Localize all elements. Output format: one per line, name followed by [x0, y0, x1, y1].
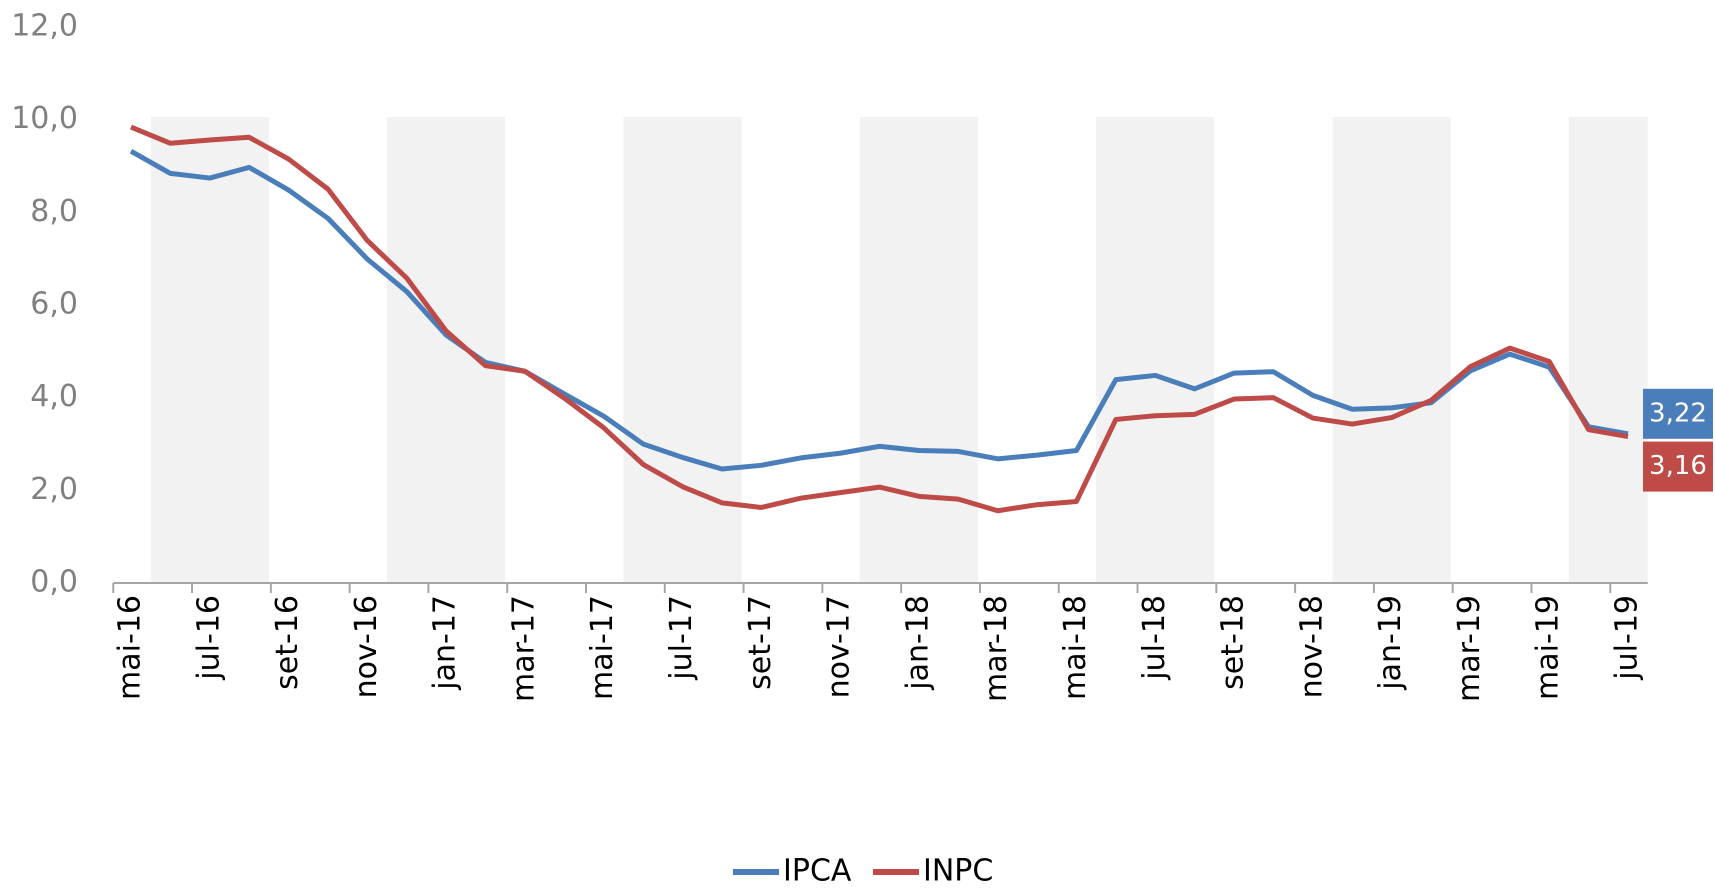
x-tick-label: mar-19 — [1452, 595, 1487, 702]
x-tick-label: nov-18 — [1294, 595, 1329, 698]
shade-band — [623, 117, 742, 583]
shade-band — [859, 117, 978, 583]
y-tick-label: 8,0 — [30, 194, 78, 229]
legend-label: INPC — [923, 854, 993, 889]
shade-band — [150, 117, 269, 583]
value-label-box — [1643, 441, 1713, 492]
series-line — [129, 148, 1629, 472]
x-tick-label: jul-17 — [664, 595, 699, 681]
legend-label: IPCA — [783, 854, 852, 889]
series-line — [130, 124, 1629, 514]
x-tick-label: mai-16 — [113, 595, 148, 700]
x-tick-label: jul-19 — [1610, 595, 1645, 681]
x-tick-label: set-17 — [743, 595, 778, 690]
x-tick-label: mai-18 — [1058, 595, 1093, 700]
x-tick-label: set-18 — [1216, 595, 1251, 690]
x-tick-label: jan-17 — [428, 595, 463, 691]
y-tick-label: 2,0 — [30, 472, 78, 507]
x-tick-label: mar-17 — [506, 595, 541, 702]
value-label: 3,16 — [1649, 451, 1707, 481]
y-tick-label: 6,0 — [30, 287, 78, 322]
shade-band — [1332, 117, 1451, 583]
x-tick-label: jul-16 — [191, 595, 226, 681]
x-tick-label: set-16 — [270, 595, 305, 690]
value-label: 3,22 — [1649, 398, 1707, 428]
y-tick-label: 4,0 — [30, 379, 78, 414]
x-tick-label: mai-19 — [1531, 595, 1566, 700]
shade-band — [387, 117, 506, 583]
value-label-box — [1643, 388, 1713, 439]
y-tick-label: 10,0 — [11, 101, 78, 136]
x-tick-label: jan-19 — [1373, 595, 1408, 691]
x-tick-label: nov-17 — [822, 595, 857, 698]
x-tick-label: mai-17 — [585, 595, 620, 700]
x-tick-label: mar-18 — [979, 595, 1014, 702]
x-tick-label: jan-18 — [900, 595, 935, 691]
shade-band — [1096, 117, 1215, 583]
x-tick-label: jul-18 — [1137, 595, 1172, 681]
x-tick-label: nov-16 — [349, 595, 384, 698]
y-tick-label: 0,0 — [30, 565, 78, 600]
shade-band — [1568, 117, 1648, 583]
y-tick-label: 12,0 — [11, 9, 78, 44]
